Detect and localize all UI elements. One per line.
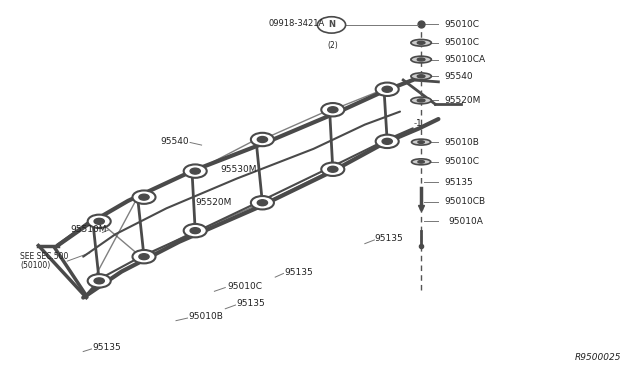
Circle shape [132, 190, 156, 204]
Ellipse shape [411, 73, 431, 80]
Text: 95010CB: 95010CB [445, 197, 486, 206]
Text: 95010B: 95010B [189, 312, 223, 321]
Text: 95010C: 95010C [445, 20, 480, 29]
Ellipse shape [412, 139, 431, 145]
Text: 95010CA: 95010CA [445, 55, 486, 64]
Circle shape [139, 254, 149, 260]
Text: 95135: 95135 [445, 178, 474, 187]
Text: SEE SEC.500: SEE SEC.500 [20, 252, 69, 261]
Circle shape [328, 166, 338, 172]
Text: N: N [328, 20, 335, 29]
Text: 95135: 95135 [237, 299, 266, 308]
Text: 95520M: 95520M [195, 198, 232, 207]
Circle shape [382, 138, 392, 144]
Text: 09918-3421A: 09918-3421A [269, 19, 325, 28]
Text: 95010C: 95010C [445, 38, 480, 47]
Circle shape [132, 250, 156, 263]
Circle shape [190, 168, 200, 174]
Ellipse shape [411, 97, 431, 104]
Text: 95530M: 95530M [221, 165, 257, 174]
Circle shape [321, 103, 344, 116]
Text: 95135: 95135 [285, 268, 314, 277]
Circle shape [376, 135, 399, 148]
Circle shape [328, 107, 338, 113]
Circle shape [257, 137, 268, 142]
Ellipse shape [411, 39, 431, 46]
Circle shape [251, 133, 274, 146]
Ellipse shape [417, 41, 425, 44]
Ellipse shape [418, 141, 424, 144]
Text: 1: 1 [415, 119, 422, 128]
Text: 95135: 95135 [93, 343, 122, 352]
Circle shape [251, 196, 274, 209]
Circle shape [382, 86, 392, 92]
Text: 95540: 95540 [160, 137, 189, 146]
Circle shape [139, 194, 149, 200]
Circle shape [184, 224, 207, 237]
Text: 95520M: 95520M [445, 96, 481, 105]
Text: (2): (2) [328, 41, 338, 50]
Circle shape [184, 164, 207, 178]
Text: R9500025: R9500025 [574, 353, 621, 362]
Circle shape [88, 215, 111, 228]
Text: 95010C: 95010C [445, 157, 480, 166]
Ellipse shape [417, 99, 425, 102]
Ellipse shape [417, 75, 425, 78]
Circle shape [190, 228, 200, 234]
Circle shape [321, 163, 344, 176]
Text: 95010C: 95010C [227, 282, 262, 291]
Circle shape [88, 274, 111, 288]
Ellipse shape [418, 161, 424, 163]
Text: 95010A: 95010A [448, 217, 483, 226]
Circle shape [257, 200, 268, 206]
Text: 95510M: 95510M [70, 225, 107, 234]
Circle shape [94, 278, 104, 284]
Text: (50100): (50100) [20, 262, 51, 270]
Ellipse shape [417, 58, 425, 61]
Circle shape [317, 17, 346, 33]
Text: 95010B: 95010B [445, 138, 479, 147]
Circle shape [94, 218, 104, 224]
Ellipse shape [412, 159, 431, 165]
Ellipse shape [411, 56, 431, 63]
Text: 95135: 95135 [374, 234, 403, 243]
Text: 95540: 95540 [445, 72, 474, 81]
Circle shape [376, 83, 399, 96]
